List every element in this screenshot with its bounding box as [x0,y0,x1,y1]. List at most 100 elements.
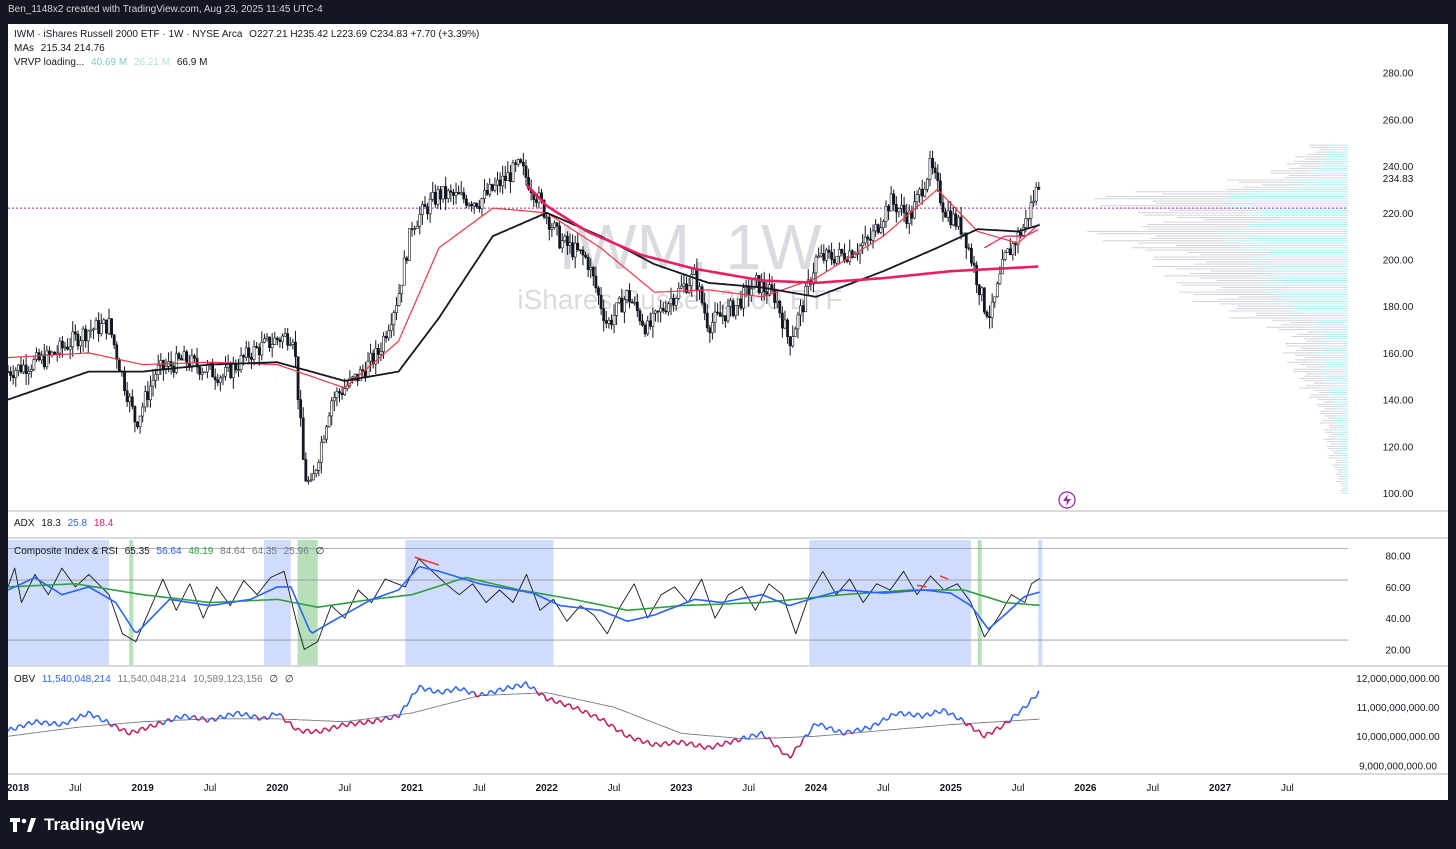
candle-body[interactable] [568,242,572,246]
candle-body[interactable] [700,286,704,304]
candle-body[interactable] [835,255,839,264]
candle-body[interactable] [667,303,670,313]
candle-body[interactable] [244,347,248,358]
candle-body[interactable] [894,204,898,213]
candle-body[interactable] [856,252,859,255]
candle-body[interactable] [459,192,463,195]
candle-body[interactable] [881,221,885,229]
candle-body[interactable] [641,320,644,326]
candle-body[interactable] [957,216,960,227]
candle-body[interactable] [516,159,520,165]
candle-body[interactable] [439,189,442,200]
candle-body[interactable] [1034,186,1038,202]
candle-body[interactable] [387,330,391,339]
candle-body[interactable] [985,311,989,317]
candle-body[interactable] [24,364,28,374]
candle-body[interactable] [791,336,795,347]
candle-body[interactable] [648,320,652,327]
candle-body[interactable] [493,184,497,191]
candle-body[interactable] [755,275,758,279]
candle-body[interactable] [651,312,655,327]
candle-body[interactable] [105,319,108,334]
candle-body[interactable] [661,307,665,312]
candle-body[interactable] [573,242,577,258]
candle-body[interactable] [591,267,595,277]
candle-body[interactable] [563,235,567,242]
candle-body[interactable] [954,213,958,227]
candle-body[interactable] [892,193,896,205]
candle-body[interactable] [708,327,712,334]
candle-body[interactable] [159,360,163,366]
candle-body[interactable] [739,298,743,309]
candle-body[interactable] [509,172,512,183]
candle-body[interactable] [884,205,888,222]
candle-body[interactable] [198,366,202,375]
candle-body[interactable] [677,287,681,299]
candle-body[interactable] [408,228,411,261]
candle-body[interactable] [73,331,77,335]
candle-body[interactable] [907,210,911,224]
candle-body[interactable] [136,421,139,428]
candle-body[interactable] [876,224,880,233]
candle-body[interactable] [143,391,147,408]
candle-body[interactable] [964,232,968,249]
candle-body[interactable] [990,301,994,318]
candle-body[interactable] [128,396,132,402]
candle-body[interactable] [475,202,479,207]
candle-body[interactable] [804,286,808,313]
legend-adx-label[interactable]: ADX [14,518,35,529]
candle-body[interactable] [610,319,613,326]
candle-body[interactable] [465,198,468,206]
candle-body[interactable] [858,245,862,254]
candle-body[interactable] [112,334,116,346]
candle-body[interactable] [389,324,393,331]
candle-body[interactable] [84,328,88,342]
candle-body[interactable] [672,298,675,306]
legend-obv-label[interactable]: OBV [14,674,36,685]
candle-body[interactable] [578,249,582,252]
candle-body[interactable] [58,340,62,354]
candle-body[interactable] [887,205,890,212]
legend-vrvp-label[interactable]: VRVP loading... [14,57,85,68]
candle-body[interactable] [824,249,828,261]
candle-body[interactable] [617,297,621,304]
candle-body[interactable] [967,247,971,250]
candle-body[interactable] [299,399,303,419]
candle-body[interactable] [29,368,33,372]
candle-body[interactable] [594,275,598,289]
candle-body[interactable] [654,310,657,314]
candle-body[interactable] [270,344,274,349]
candle-body[interactable] [141,406,145,417]
candle-body[interactable] [571,242,574,258]
candle-body[interactable] [22,364,25,373]
candle-body[interactable] [45,350,49,368]
candle-body[interactable] [801,305,805,313]
candle-body[interactable] [545,216,549,219]
candle-body[interactable] [278,339,282,343]
candle-body[interactable] [793,328,797,337]
candle-body[interactable] [1014,243,1017,246]
candle-body[interactable] [237,369,240,371]
candle-body[interactable] [477,206,481,209]
candle-body[interactable] [294,341,297,357]
candle-body[interactable] [622,299,626,313]
candle-body[interactable] [369,352,372,362]
candle-body[interactable] [11,375,15,378]
candle-body[interactable] [550,227,554,230]
candle-body[interactable] [589,267,593,270]
candle-body[interactable] [1001,259,1004,275]
candle-body[interactable] [154,374,158,381]
candle-body[interactable] [796,314,800,330]
candle-body[interactable] [418,214,422,227]
candle-body[interactable] [40,354,44,361]
candle-body[interactable] [480,198,484,209]
candle-body[interactable] [879,227,883,233]
candle-body[interactable] [721,315,725,317]
candle-body[interactable] [255,346,259,348]
candle-body[interactable] [351,376,354,379]
candle-body[interactable] [76,333,80,347]
candle-body[interactable] [718,312,722,317]
candle-body[interactable] [542,200,546,218]
candle-body[interactable] [560,240,564,249]
candle-body[interactable] [576,242,580,251]
